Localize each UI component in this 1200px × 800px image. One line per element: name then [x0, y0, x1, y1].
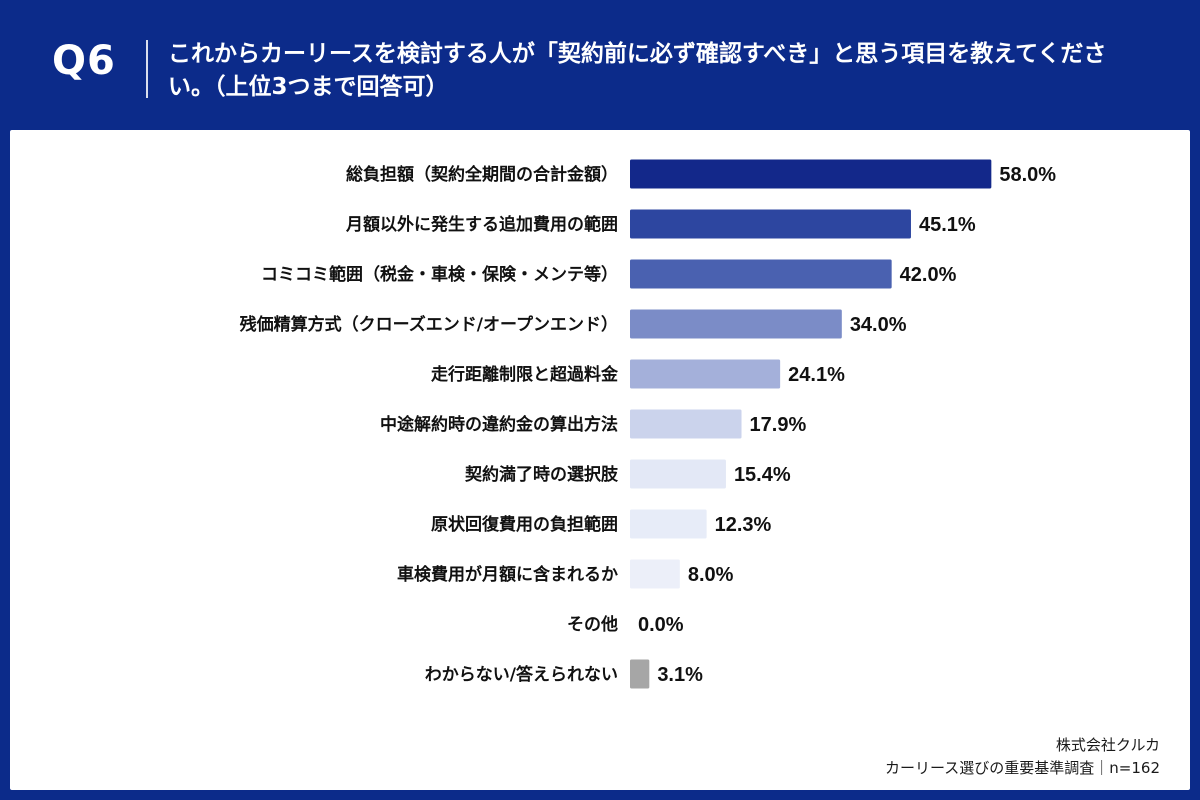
header-divider	[146, 40, 148, 98]
value-label: 45.1%	[919, 214, 976, 236]
bar	[630, 659, 650, 689]
bar	[630, 509, 707, 539]
category-label: 月額以外に発生する追加費用の範囲	[345, 214, 618, 235]
category-label: コミコミ範囲（税金・車検・保険・メンテ等）	[261, 264, 618, 285]
footer: 株式会社クルカ カーリース選びの重要基準調査｜n=162	[885, 734, 1160, 780]
value-label: 17.9%	[750, 414, 807, 436]
category-label: その他	[567, 614, 618, 635]
value-label: 3.1%	[657, 664, 703, 686]
value-label: 42.0%	[900, 264, 957, 286]
question-text: これからカーリースを検討する人が「契約前に必ず確認すべき」と思う項目を教えてくだ…	[168, 41, 1107, 100]
value-label: 12.3%	[715, 514, 772, 536]
category-label: 中途解約時の違約金の算出方法	[380, 414, 618, 435]
bar	[630, 359, 781, 389]
category-label: 原状回復費用の負担範囲	[431, 514, 618, 535]
bar	[630, 159, 992, 189]
value-label: 58.0%	[999, 164, 1056, 186]
survey-info: カーリース選びの重要基準調査｜n=162	[885, 759, 1160, 777]
bar-chart: 総負担額（契約全期間の合計金額） 58.0% 月額以外に発生する追加費用の範囲 45.…	[240, 159, 1056, 689]
value-label: 0.0%	[638, 614, 684, 636]
value-label: 15.4%	[734, 464, 791, 486]
category-label: わからない/答えられない	[425, 664, 618, 685]
question-number: Q6	[52, 38, 116, 84]
category-label: 契約満了時の選択肢	[464, 464, 619, 485]
bar	[630, 259, 892, 289]
chart-card: 総負担額（契約全期間の合計金額） 58.0% 月額以外に発生する追加費用の範囲 45.…	[10, 130, 1190, 790]
category-label: 残価精算方式（クローズエンド/オープンエンド）	[240, 314, 618, 335]
category-label: 総負担額（契約全期間の合計金額）	[346, 164, 618, 185]
header: Q6 これからカーリースを検討する人が「契約前に必ず確認すべき」と思う項目を教え…	[0, 0, 1200, 128]
bar	[630, 459, 726, 489]
company-name: 株式会社クルカ	[1055, 736, 1160, 754]
bar	[630, 209, 911, 239]
bar	[630, 309, 842, 339]
bar	[630, 559, 680, 589]
category-label: 走行距離制限と超過料金	[431, 364, 619, 385]
value-label: 24.1%	[788, 364, 845, 386]
bar	[630, 409, 742, 439]
value-label: 34.0%	[850, 314, 907, 336]
category-label: 車検費用が月額に含まれるか	[397, 564, 618, 585]
value-label: 8.0%	[688, 564, 734, 586]
